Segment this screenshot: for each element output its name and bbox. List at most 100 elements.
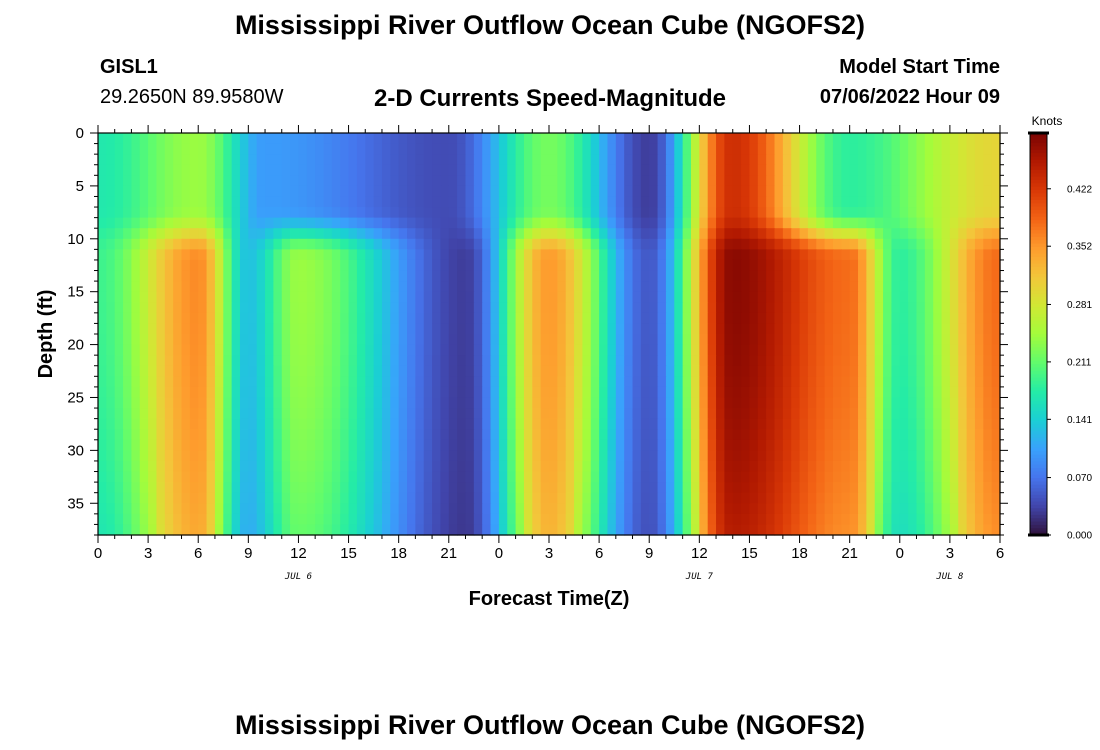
heatmap-cell	[498, 513, 508, 526]
heatmap-cell	[958, 270, 968, 282]
heatmap-cell	[582, 503, 592, 515]
heatmap-cell	[983, 397, 993, 409]
heatmap-cell	[239, 143, 249, 155]
heatmap-cell	[624, 439, 634, 451]
heatmap-cell	[732, 154, 742, 166]
heatmap-cell	[908, 397, 918, 409]
heatmap-cell	[398, 196, 408, 208]
heatmap-cell	[665, 386, 675, 399]
heatmap-cell	[540, 503, 550, 515]
heatmap-cell	[265, 291, 274, 303]
heatmap-cell	[624, 312, 634, 325]
heatmap-cell	[774, 164, 784, 176]
heatmap-cell	[248, 450, 258, 462]
heatmap-cell	[239, 133, 249, 145]
heatmap-cell	[381, 334, 391, 346]
heatmap-cell	[565, 228, 575, 240]
heatmap-cell	[941, 270, 951, 282]
heatmap-cell	[782, 323, 792, 335]
heatmap-cell	[640, 133, 650, 145]
heatmap-cell	[557, 429, 567, 441]
heatmap-cell	[423, 154, 433, 166]
heatmap-cell	[331, 196, 341, 208]
heatmap-cell	[298, 270, 308, 282]
heatmap-cell	[390, 185, 400, 198]
heatmap-cell	[356, 281, 366, 293]
heatmap-cell	[223, 344, 233, 356]
heatmap-cell	[532, 429, 542, 441]
heatmap-cell	[98, 397, 107, 409]
heatmap-cell	[507, 207, 517, 219]
heatmap-cell	[239, 376, 249, 388]
heatmap-cell	[298, 460, 308, 473]
heatmap-cell	[206, 524, 216, 536]
heatmap-cell	[799, 238, 809, 250]
heatmap-cell	[457, 355, 467, 367]
heatmap-cell	[365, 429, 375, 441]
heatmap-cell	[858, 386, 867, 399]
heatmap-cell	[991, 259, 1001, 272]
heatmap-cell	[991, 154, 1001, 166]
heatmap-cell	[624, 133, 634, 145]
heatmap-cell	[883, 460, 893, 473]
date-label: JUL 7	[685, 572, 714, 582]
heatmap-cell	[248, 228, 258, 240]
heatmap-cell	[749, 323, 759, 335]
heatmap-cell	[306, 312, 316, 325]
heatmap-cell	[599, 355, 609, 367]
heatmap-cell	[164, 323, 174, 335]
heatmap-cell	[206, 344, 216, 356]
heatmap-cell	[540, 175, 550, 187]
heatmap-cell	[465, 450, 475, 462]
heatmap-cell	[231, 302, 241, 314]
heatmap-cell	[799, 228, 809, 240]
heatmap-cell	[858, 513, 867, 526]
heatmap-cell	[231, 323, 241, 335]
heatmap-cell	[390, 323, 400, 335]
heatmap-cell	[164, 450, 174, 462]
heatmap-cell	[565, 471, 575, 483]
heatmap-cell	[256, 312, 266, 325]
heatmap-cell	[874, 450, 884, 462]
heatmap-cell	[273, 418, 283, 430]
heatmap-cell	[448, 471, 458, 483]
heatmap-cell	[123, 228, 133, 240]
heatmap-cell	[724, 281, 734, 293]
heatmap-cell	[816, 482, 826, 494]
heatmap-cell	[273, 471, 283, 483]
heatmap-cell	[523, 334, 533, 346]
heatmap-cell	[699, 376, 709, 388]
heatmap-cell	[106, 259, 116, 272]
heatmap-cell	[373, 344, 383, 356]
y-tick-label: 10	[67, 231, 84, 248]
heatmap-cell	[574, 228, 584, 240]
heatmap-cell	[123, 376, 133, 388]
heatmap-cell	[398, 312, 408, 325]
heatmap-cell	[148, 175, 158, 187]
heatmap-cell	[832, 217, 842, 229]
colorbar-swatch	[1030, 139, 1047, 144]
heatmap-cell	[290, 291, 300, 303]
heatmap-cell	[599, 270, 609, 282]
heatmap-cell	[782, 397, 792, 409]
heatmap-cell	[690, 439, 700, 451]
heatmap-cell	[816, 196, 826, 208]
heatmap-cell	[173, 429, 183, 441]
heatmap-cell	[807, 439, 817, 451]
heatmap-cell	[682, 302, 692, 314]
heatmap-cell	[657, 408, 667, 420]
heatmap-cell	[674, 154, 684, 166]
heatmap-cell	[315, 207, 325, 219]
heatmap-cell	[974, 312, 984, 325]
colorbar-swatch	[1030, 136, 1047, 141]
heatmap-cell	[415, 196, 425, 208]
heatmap-cell	[315, 376, 325, 388]
heatmap-cell	[256, 418, 266, 430]
heatmap-cell	[290, 482, 300, 494]
heatmap-cell	[281, 291, 291, 303]
heatmap-cell	[774, 175, 784, 187]
heatmap-cell	[206, 450, 216, 462]
heatmap-cell	[223, 503, 233, 515]
heatmap-cell	[941, 143, 951, 155]
heatmap-cell	[632, 439, 642, 451]
